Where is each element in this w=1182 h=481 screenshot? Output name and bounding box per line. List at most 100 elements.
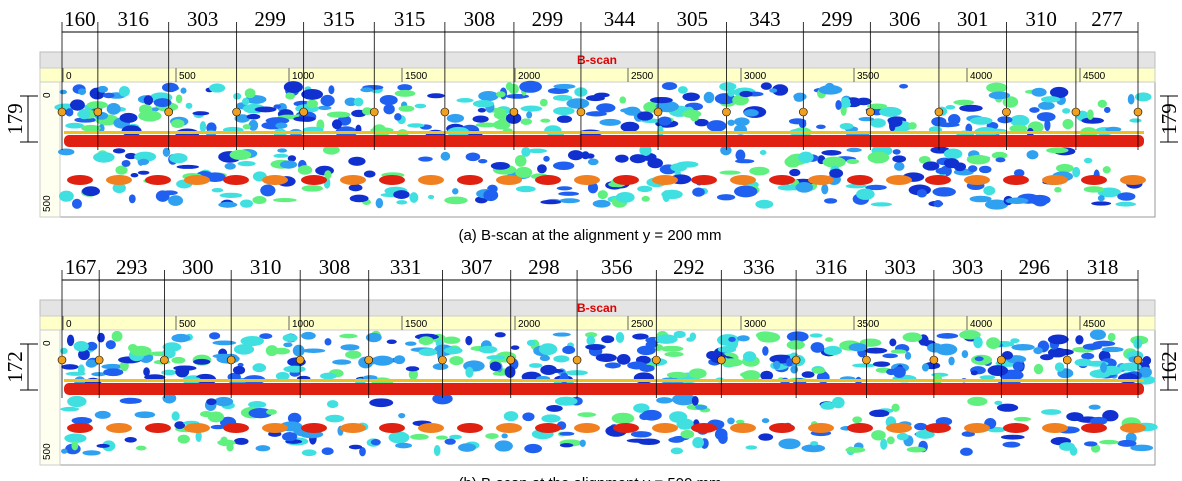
caption: (b) B-scan at the alignment y = 500 mm [458,475,721,481]
scan-blob [630,154,647,163]
depth-bottom: 500 [42,443,53,460]
scan-blob [642,196,650,202]
scan-blob [627,361,647,369]
scan-blob [718,432,728,444]
scan-blob [168,195,183,206]
pick-marker [935,108,943,116]
scan-blob [676,161,698,167]
scan-blob [846,148,861,152]
scan-blob [821,150,841,156]
scan-blob [397,84,412,91]
scan-blob [180,88,186,94]
scan-blob [756,331,775,339]
scan-blob [434,445,441,456]
scan-blob [255,106,277,112]
scan-blob [307,100,318,108]
scan-blob [1048,335,1069,345]
rebar-echo [847,423,873,433]
scan-blob [256,445,271,451]
scan-blob [275,122,287,128]
scan-blob [846,159,859,164]
scan-blob [193,359,210,365]
rebar-echo [925,423,951,433]
scan-blob [67,335,74,346]
scan-blob [169,153,187,163]
rebar-echo [106,175,132,185]
pick-marker [930,356,938,364]
scan-blob [1041,409,1061,415]
scan-blob [242,98,249,105]
rebar-echo [67,175,93,185]
scan-blob [369,398,393,407]
scan-blob [907,447,926,453]
pick-marker [792,356,800,364]
scan-blob [478,91,498,101]
rebar-echo [730,175,756,185]
scan-blob [162,83,178,92]
rebar-echo [652,175,678,185]
scan-blob [824,346,842,355]
rebar-echo [1003,175,1029,185]
scan-blob [658,116,672,125]
spacing-label: 331 [390,255,422,279]
scan-blob [65,108,73,116]
scan-blob [1108,333,1116,342]
scan-blob [478,159,487,163]
scan-blob [418,156,433,161]
scan-blob [529,363,542,368]
scan-blob [994,401,1002,405]
pick-marker [233,108,241,116]
rebar-echo [106,423,132,433]
scan-blob [960,448,973,456]
scan-blob [989,91,1010,99]
pick-marker [438,356,446,364]
spacing-label: 160 [64,7,96,31]
spacing-label: 344 [604,7,636,31]
scan-blob [280,160,297,168]
scan-blob [61,364,78,369]
spacing-label: 305 [676,7,708,31]
scan-blob [932,187,955,197]
scan-blob [103,93,115,99]
pick-marker [227,356,235,364]
scan-blob [682,92,700,101]
scan-blob [171,119,184,128]
figure: B-scan0500100015002000250030003500400045… [0,0,1182,481]
scan-blob [678,86,688,94]
scan-blob [581,151,589,159]
scan-blob [944,158,959,168]
scan-blob [852,363,876,367]
scan-blob [537,164,547,173]
scan-blob [596,103,615,112]
scan-blob [1056,164,1074,173]
scan-blob [586,95,605,101]
scan-blob [959,105,983,112]
scan-blob [746,445,758,449]
scan-blob [565,370,588,375]
scan-blob [349,184,363,191]
scan-title: B-scan [577,301,617,315]
scan-blob [598,190,608,199]
scan-blob [192,111,209,115]
scan-blob [491,162,510,170]
scan-blob [214,397,233,406]
rebar-echo [730,423,756,433]
scan-blob [568,150,584,160]
rebar-echo [964,423,990,433]
scan-blob [59,90,67,94]
scan-blob [95,411,111,419]
scan-blob [968,165,977,172]
scan-blob [1054,349,1073,355]
scan-blob [810,333,823,337]
scan-blob [893,149,901,154]
scan-blob [1084,158,1092,164]
scan-blob [749,167,769,176]
scan-blob [908,122,916,129]
scan-blob [727,120,735,126]
scan-blob [282,432,297,441]
scan-blob [922,363,929,371]
pick-marker [365,356,373,364]
scan-blob [274,348,291,355]
scan-blob [936,344,958,356]
rebar-echo [613,423,639,433]
